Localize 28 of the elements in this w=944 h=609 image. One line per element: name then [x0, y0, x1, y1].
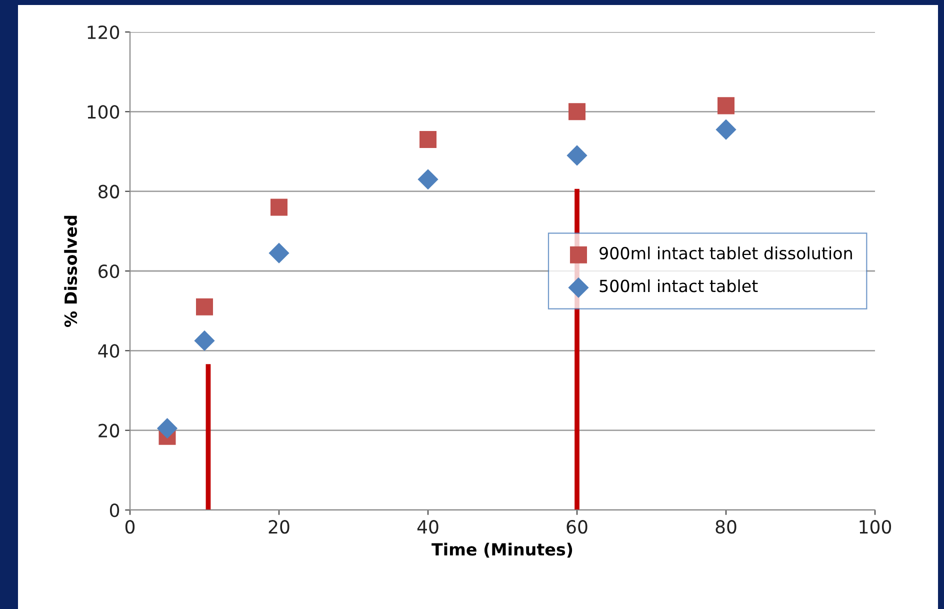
y-tick-label: 20	[98, 424, 120, 438]
x-tick-label: 0	[125, 520, 135, 534]
x-tick-label: 100	[860, 520, 892, 534]
point	[566, 145, 588, 166]
y-tick-label: 80	[98, 184, 120, 198]
point	[418, 169, 438, 190]
legend-label: 900ml intact tablet dissolution	[600, 246, 852, 260]
x-axis-title: Time (Minutes)	[432, 542, 572, 558]
x-tick-label: 80	[716, 520, 736, 534]
y-tick-label: 40	[98, 344, 120, 358]
point	[270, 198, 288, 216]
point	[717, 97, 735, 114]
point	[268, 242, 290, 264]
legend-label: 500ml intact tablet	[600, 279, 758, 292]
y-tick-label: 60	[98, 264, 120, 278]
point	[194, 330, 215, 352]
y-tick-label: 100	[88, 105, 120, 119]
y-axis-title: % Dissolved	[64, 216, 78, 328]
x-tick-label: 40	[417, 520, 438, 534]
y-tick-label: 0	[110, 503, 120, 518]
y-tick-label: 120	[88, 25, 120, 40]
x-tick-label: 60	[566, 520, 588, 534]
point	[419, 131, 437, 148]
x-tick-label: 20	[268, 520, 290, 534]
point	[196, 298, 214, 316]
point	[716, 119, 736, 140]
point	[568, 103, 586, 120]
point	[156, 418, 178, 439]
